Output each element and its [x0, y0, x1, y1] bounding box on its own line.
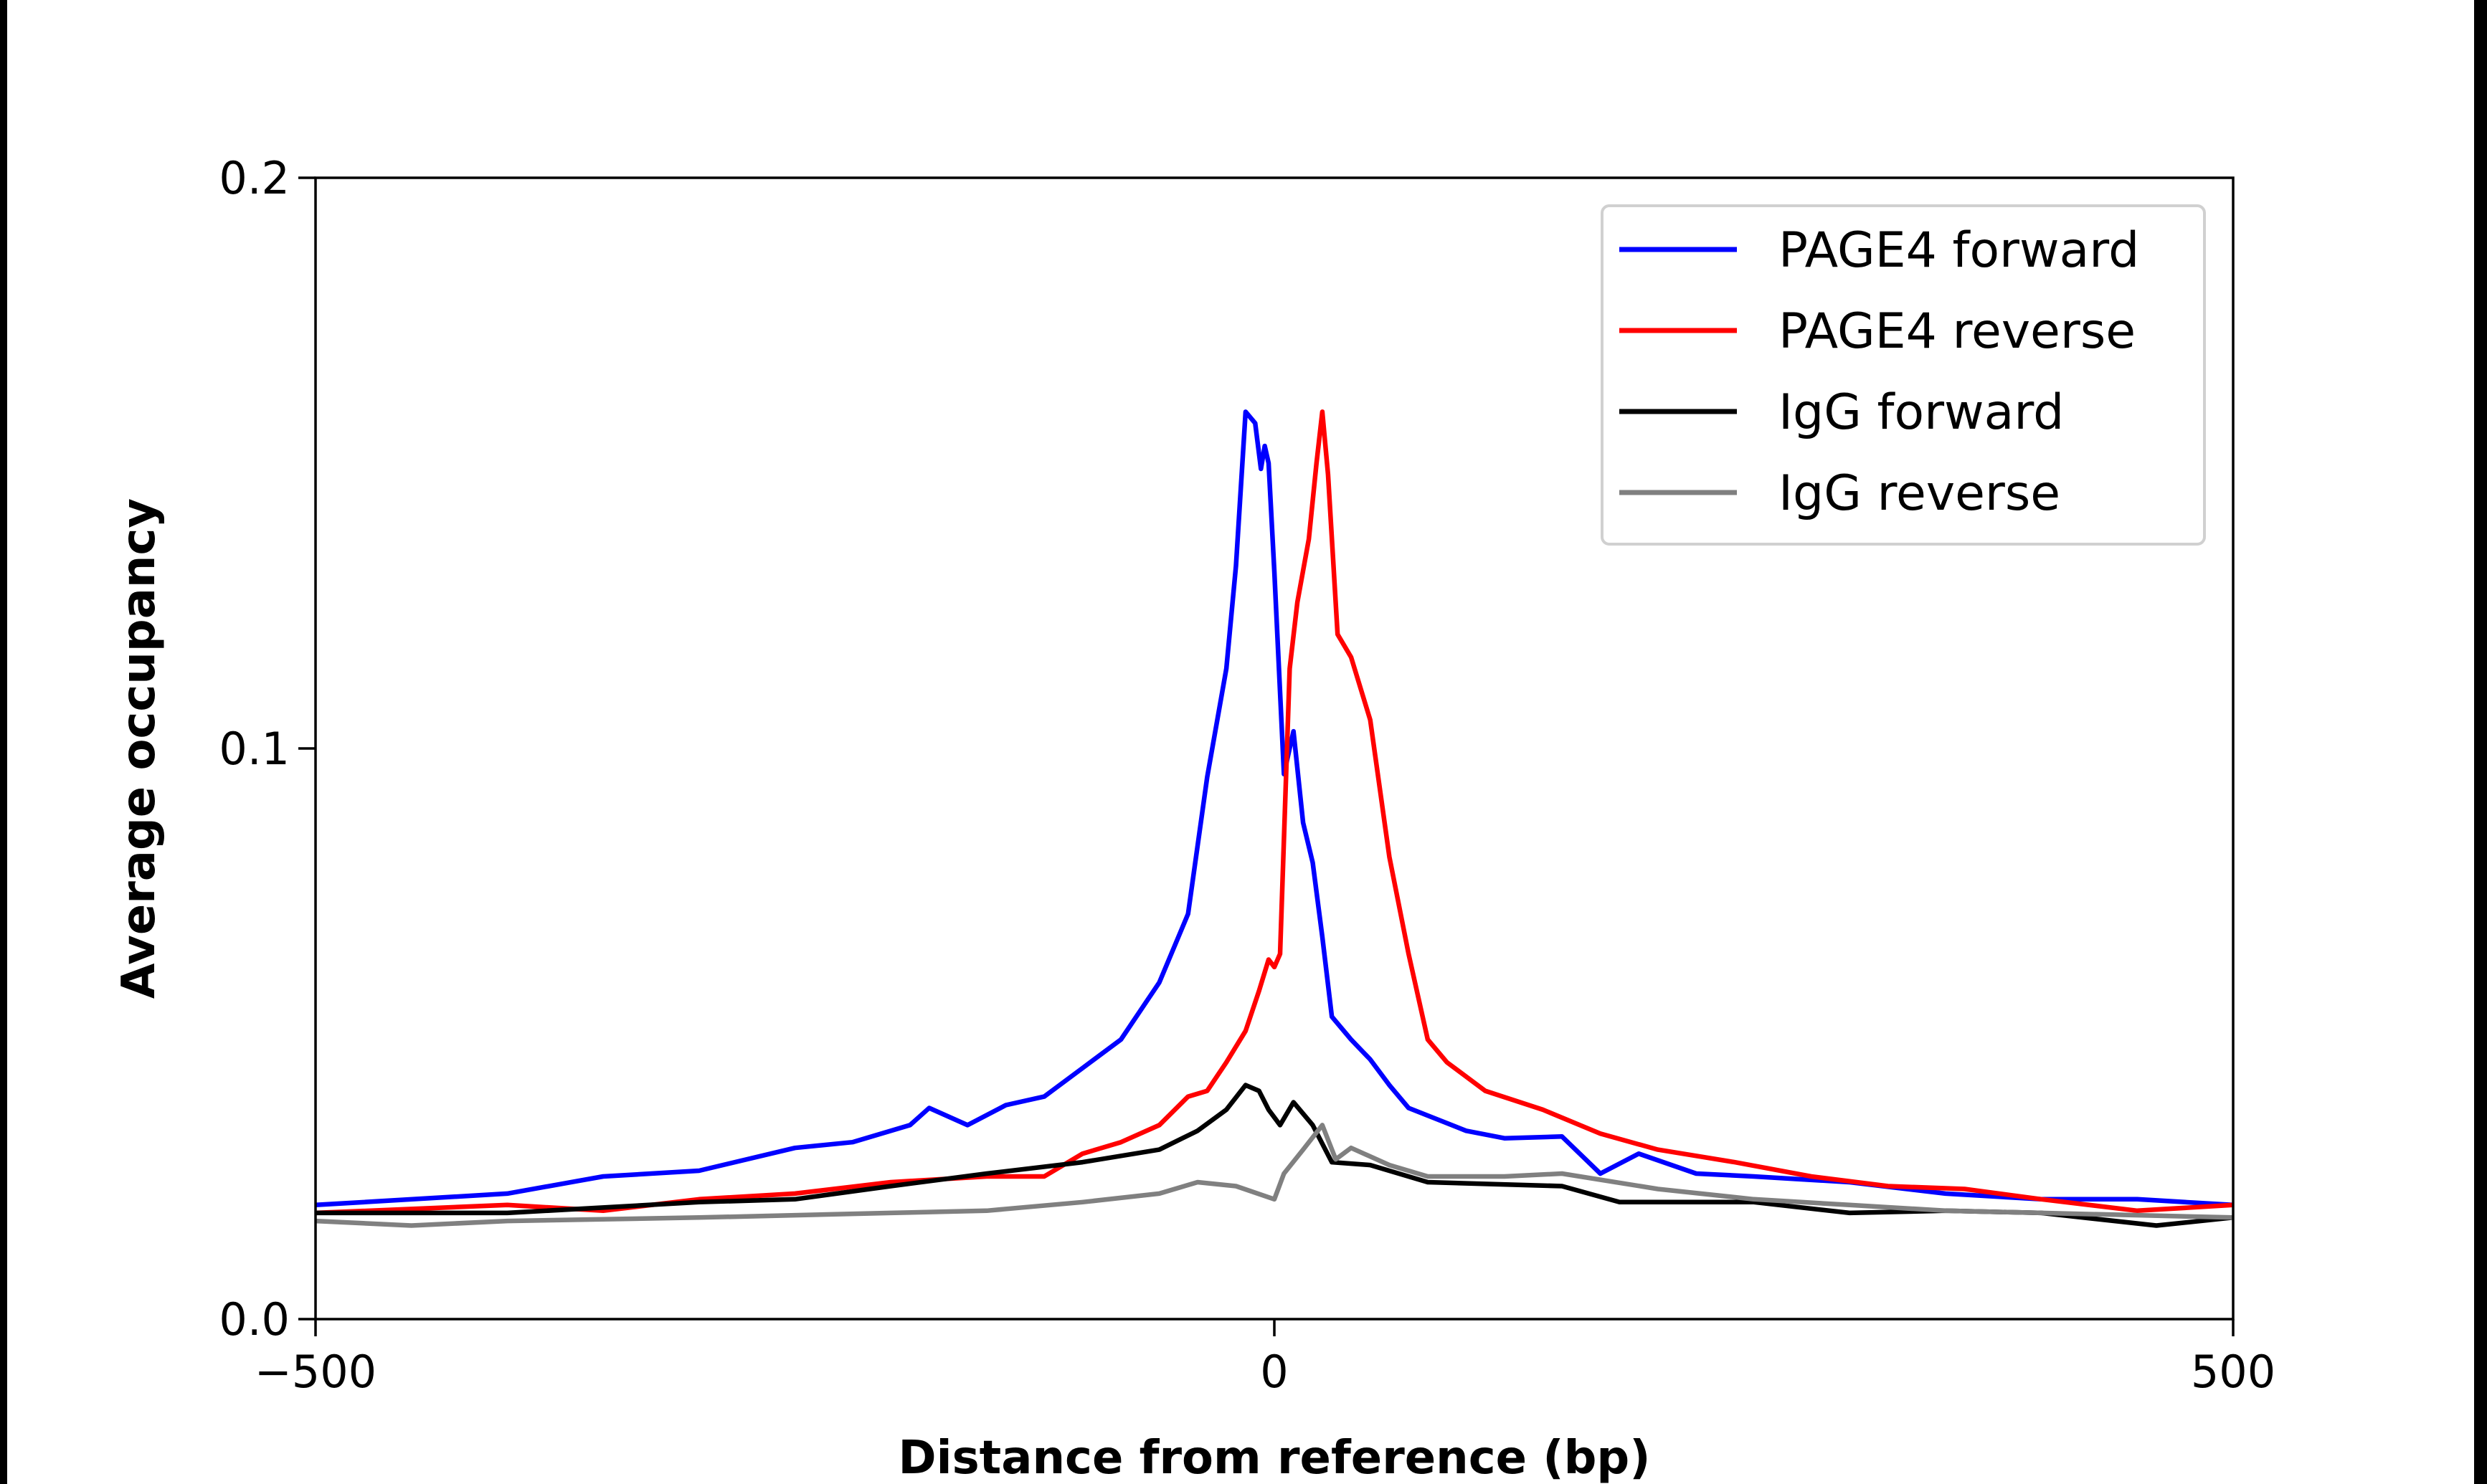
y-tick-label: 0.2: [219, 152, 290, 204]
x-tick-label: 0: [1260, 1346, 1288, 1398]
series-layer: [315, 409, 2234, 1228]
legend-label: IgG reverse: [1778, 465, 2060, 522]
x-axis-label: Distance from reference (bp): [899, 1432, 1651, 1484]
legend-label: IgG forward: [1778, 384, 2064, 441]
legend-box: [1601, 204, 2206, 546]
x-tick-label: −500: [255, 1346, 376, 1398]
series-line-page4-reverse: [315, 409, 2234, 1216]
y-tick-label: 0.1: [219, 723, 290, 775]
left-border: [0, 0, 7, 1484]
legend-label: PAGE4 reverse: [1778, 303, 2136, 360]
legend-label: PAGE4 forward: [1778, 222, 2139, 279]
legend: PAGE4 forward PAGE4 reverse IgG forward IgG…: [1601, 204, 2206, 546]
ticks-layer: −500 0 500 0.0 0.1 0.2: [219, 152, 2275, 1398]
series-line-igg-reverse: [315, 1123, 2234, 1228]
y-tick-label: 0.0: [219, 1293, 290, 1346]
x-tick-label: 500: [2191, 1346, 2275, 1398]
right-border: [2474, 0, 2487, 1484]
series-line-page4-forward: [315, 409, 2234, 1208]
series-line-igg-forward: [316, 1083, 2234, 1228]
y-axis-label: Average occupancy: [113, 498, 166, 999]
